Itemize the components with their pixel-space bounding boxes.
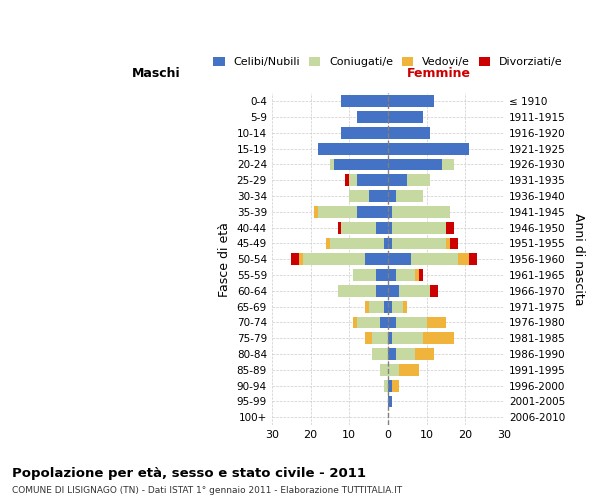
Bar (415, 348, 434, 360)
Bar (368, 300, 384, 312)
Bar (380, 316, 388, 328)
Bar (388, 127, 430, 139)
Bar (349, 190, 368, 202)
Bar (314, 206, 318, 218)
Bar (388, 396, 392, 407)
Bar (357, 316, 380, 328)
Bar (392, 332, 422, 344)
Bar (388, 285, 400, 297)
Bar (392, 300, 403, 312)
Text: COMUNE DI LISIGNAGO (TN) - Dati ISTAT 1° gennaio 2011 - Elaborazione TUTTITALIA.: COMUNE DI LISIGNAGO (TN) - Dati ISTAT 1°… (12, 486, 402, 495)
Text: Popolazione per età, sesso e stato civile - 2011: Popolazione per età, sesso e stato civil… (12, 468, 366, 480)
Bar (341, 222, 376, 234)
Bar (388, 380, 392, 392)
Bar (299, 254, 303, 265)
Bar (334, 158, 388, 170)
Bar (326, 238, 330, 250)
Bar (318, 142, 388, 154)
Y-axis label: Fasce di età: Fasce di età (218, 222, 231, 296)
Bar (388, 316, 395, 328)
Bar (403, 300, 407, 312)
Bar (446, 222, 454, 234)
Bar (330, 158, 334, 170)
Bar (392, 238, 446, 250)
Bar (388, 96, 434, 107)
Bar (303, 254, 365, 265)
Bar (341, 127, 388, 139)
Bar (384, 238, 388, 250)
Bar (330, 238, 384, 250)
Bar (430, 285, 438, 297)
Bar (392, 222, 446, 234)
Bar (353, 316, 357, 328)
Bar (357, 111, 388, 123)
Bar (427, 316, 446, 328)
Bar (388, 190, 395, 202)
Bar (338, 285, 376, 297)
Bar (392, 206, 450, 218)
Bar (384, 300, 388, 312)
Bar (388, 142, 469, 154)
Bar (349, 174, 357, 186)
Bar (346, 174, 349, 186)
Bar (388, 238, 392, 250)
Bar (357, 174, 388, 186)
Bar (395, 348, 415, 360)
Bar (450, 238, 458, 250)
Bar (376, 285, 388, 297)
Bar (469, 254, 477, 265)
Bar (388, 222, 392, 234)
Bar (376, 222, 388, 234)
Bar (388, 332, 392, 344)
Bar (388, 206, 392, 218)
Bar (365, 254, 388, 265)
Bar (291, 254, 299, 265)
Bar (376, 269, 388, 281)
Text: Maschi: Maschi (131, 67, 180, 80)
Legend: Celibi/Nubili, Coniugati/e, Vedovi/e, Divorziati/e: Celibi/Nubili, Coniugati/e, Vedovi/e, Di… (209, 52, 567, 72)
Bar (388, 111, 422, 123)
Y-axis label: Anni di nascita: Anni di nascita (572, 213, 585, 306)
Bar (395, 316, 427, 328)
Bar (400, 364, 419, 376)
Bar (388, 158, 442, 170)
Bar (411, 254, 458, 265)
Bar (395, 269, 415, 281)
Bar (388, 300, 392, 312)
Bar (365, 300, 368, 312)
Bar (373, 332, 388, 344)
Bar (392, 380, 400, 392)
Bar (400, 285, 430, 297)
Bar (458, 254, 469, 265)
Bar (388, 254, 411, 265)
Bar (407, 174, 430, 186)
Bar (368, 190, 388, 202)
Bar (395, 190, 422, 202)
Bar (353, 269, 376, 281)
Bar (357, 206, 388, 218)
Bar (373, 348, 388, 360)
Bar (415, 269, 419, 281)
Bar (388, 364, 400, 376)
Bar (388, 348, 395, 360)
Bar (365, 332, 373, 344)
Bar (318, 206, 357, 218)
Bar (338, 222, 341, 234)
Bar (388, 269, 395, 281)
Bar (384, 380, 388, 392)
Bar (446, 238, 450, 250)
Bar (341, 96, 388, 107)
Bar (442, 158, 454, 170)
Bar (419, 269, 422, 281)
Bar (388, 174, 407, 186)
Bar (380, 364, 388, 376)
Bar (422, 332, 454, 344)
Text: Femmine: Femmine (407, 67, 471, 80)
